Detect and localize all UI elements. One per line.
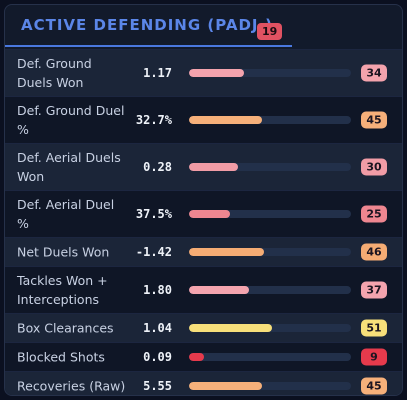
stat-value: 0.09 — [143, 350, 172, 364]
stat-value: 32.7% — [135, 113, 172, 127]
percentile-bar-fill — [189, 69, 245, 77]
stat-label: Tackles Won + Interceptions — [17, 273, 108, 307]
stat-label: Def. Aerial Duels Won — [17, 150, 121, 184]
stat-label: Def. Ground Duels Won — [17, 56, 92, 90]
stat-row: Def. Aerial Duel % 37.5% 25 — [5, 190, 402, 237]
percentile-bar — [189, 286, 351, 294]
stat-row: Box Clearances 1.04 51 — [5, 313, 402, 342]
stat-rows: Def. Ground Duels Won 1.17 34 Def. Ground D… — [5, 49, 402, 395]
percentile-bar-fill — [189, 286, 249, 294]
percentile-bar-fill — [189, 324, 272, 332]
stat-label: Def. Aerial Duel % — [17, 197, 115, 231]
stat-label: Net Duels Won — [17, 244, 110, 260]
stat-label: Blocked Shots — [17, 349, 105, 365]
percentile-badge: 37 — [361, 281, 387, 299]
stat-row: Net Duels Won -1.42 46 — [5, 237, 402, 266]
percentile-badge: 34 — [361, 64, 387, 82]
percentile-bar-fill — [189, 163, 238, 171]
stat-row: Def. Ground Duel % 32.7% 45 — [5, 96, 402, 143]
percentile-bar — [189, 116, 351, 124]
stat-row: Recoveries (Raw) 5.55 45 — [5, 371, 402, 395]
percentile-bar — [189, 163, 351, 171]
percentile-badge: 25 — [361, 205, 387, 223]
percentile-badge: 30 — [361, 158, 387, 176]
panel-title: ACTIVE DEFENDING (PADJ.) — [21, 16, 274, 34]
stat-value: 37.5% — [135, 207, 172, 221]
active-defending-panel: ACTIVE DEFENDING (PADJ.) 19 Def. Ground … — [4, 4, 403, 396]
percentile-bar-fill — [189, 353, 204, 361]
panel-header: ACTIVE DEFENDING (PADJ.) 19 — [5, 5, 402, 47]
stat-value: 0.28 — [143, 160, 172, 174]
stat-value: -1.42 — [135, 245, 172, 259]
percentile-bar — [189, 353, 351, 361]
percentile-badge: 45 — [361, 111, 387, 129]
metric-count-badge: 19 — [257, 23, 283, 40]
stat-row: Tackles Won + Interceptions 1.80 37 — [5, 266, 402, 313]
stat-row: Def. Aerial Duels Won 0.28 30 — [5, 143, 402, 190]
stat-value: 1.17 — [143, 66, 172, 80]
percentile-bar — [189, 210, 351, 218]
stat-row: Blocked Shots 0.09 9 — [5, 342, 402, 371]
percentile-bar-fill — [189, 210, 230, 218]
percentile-bar-fill — [189, 248, 264, 256]
percentile-badge: 46 — [361, 243, 387, 261]
percentile-badge: 51 — [361, 319, 387, 337]
percentile-badge: 45 — [361, 377, 387, 395]
percentile-bar-fill — [189, 116, 262, 124]
stat-label: Recoveries (Raw) — [17, 378, 126, 394]
percentile-bar — [189, 382, 351, 390]
percentile-bar — [189, 324, 351, 332]
percentile-bar-fill — [189, 382, 262, 390]
stat-label: Def. Ground Duel % — [17, 103, 125, 137]
stat-value: 1.04 — [143, 321, 172, 335]
header-underline — [5, 45, 292, 47]
percentile-bar — [189, 69, 351, 77]
percentile-badge: 9 — [361, 348, 387, 366]
stat-row: Def. Ground Duels Won 1.17 34 — [5, 49, 402, 96]
percentile-bar — [189, 248, 351, 256]
stat-value: 1.80 — [143, 283, 172, 297]
stat-value: 5.55 — [143, 379, 172, 393]
stat-label: Box Clearances — [17, 320, 114, 336]
